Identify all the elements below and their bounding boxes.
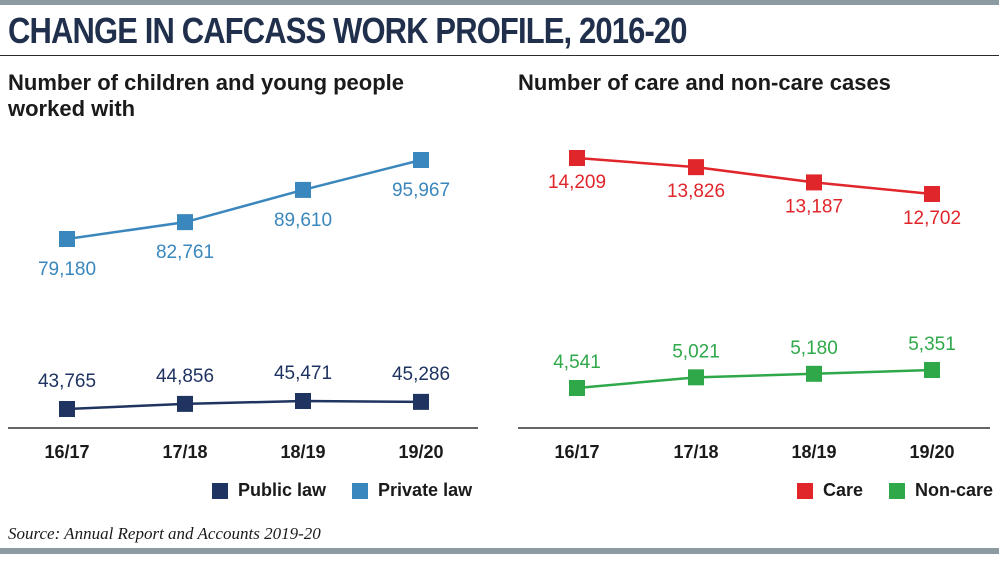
- data-label-public-law-3: 45,471: [274, 363, 332, 384]
- tick-label-19-20: 19/20: [398, 442, 443, 462]
- data-point-private-law-2: [177, 214, 193, 231]
- legend-item-non-care: Non-care: [889, 480, 993, 501]
- data-point-public-law-4: [413, 393, 429, 410]
- data-label-non-care-2: 5,021: [672, 341, 720, 362]
- legend-label-non-care: Non-care: [915, 480, 994, 500]
- data-point-non-care-2: [688, 369, 704, 386]
- source-note: Source: Annual Report and Accounts 2019-…: [8, 524, 321, 543]
- data-label-non-care-4: 5,351: [908, 334, 956, 355]
- series-line-public-law: [66, 399, 422, 411]
- series-line-private-law: [66, 158, 422, 241]
- data-label-public-law-2: 44,856: [156, 366, 214, 387]
- data-label-non-care-1: 4,541: [553, 352, 601, 373]
- legend-item-public-law: Public law: [212, 480, 326, 501]
- legend-label-private-law: Private law: [378, 480, 473, 500]
- tick-label-18-19: 18/19: [791, 442, 836, 462]
- data-point-public-law-1: [59, 401, 75, 417]
- data-label-private-law-1: 79,180: [38, 259, 96, 280]
- tick-label-16-17: 16/17: [554, 442, 599, 462]
- legend-left: Public law Private law: [212, 480, 472, 501]
- data-point-non-care-3: [806, 365, 822, 382]
- top-border: [0, 0, 999, 5]
- data-label-care-2: 13,826: [667, 181, 725, 202]
- tick-label-19-20: 19/20: [909, 442, 954, 462]
- tick-label-18-19: 18/19: [280, 442, 325, 462]
- series-line-care: [576, 156, 933, 196]
- tick-label-16-17: 16/17: [44, 442, 89, 462]
- data-point-non-care-4: [924, 362, 940, 378]
- legend-label-care: Care: [823, 480, 864, 500]
- data-label-private-law-3: 89,610: [274, 210, 332, 231]
- tick-label-17-18: 17/18: [162, 442, 207, 462]
- chart-right-title: Number of care and non-care cases: [518, 70, 891, 95]
- data-point-care-1: [569, 150, 585, 166]
- legend-swatch-private-law: [352, 482, 369, 499]
- series-line-non-care: [576, 368, 933, 390]
- data-label-care-3: 13,187: [785, 196, 843, 217]
- legend-swatch-public-law: [212, 482, 228, 499]
- page-title: CHANGE IN CAFCASS WORK PROFILE, 2016-20: [8, 10, 688, 51]
- data-label-private-law-4: 95,967: [392, 180, 450, 201]
- data-point-care-4: [924, 186, 940, 202]
- data-point-private-law-3: [295, 181, 311, 198]
- data-point-private-law-4: [413, 152, 429, 168]
- legend-swatch-care: [797, 482, 813, 499]
- data-label-non-care-3: 5,180: [790, 338, 838, 359]
- data-point-public-law-2: [177, 395, 193, 412]
- chart-left-title: Number of children and young people work…: [8, 70, 405, 121]
- data-label-care-1: 14,209: [548, 172, 606, 193]
- legend-swatch-non-care: [889, 482, 906, 499]
- data-label-private-law-2: 82,761: [156, 242, 214, 263]
- data-label-care-4: 12,702: [903, 208, 961, 229]
- legend-right: Care Non-care: [797, 480, 993, 501]
- data-point-care-3: [806, 174, 822, 191]
- tick-label-17-18: 17/18: [673, 442, 718, 462]
- data-label-public-law-1: 43,765: [38, 371, 96, 392]
- data-point-public-law-3: [295, 393, 311, 409]
- data-point-care-2: [688, 159, 704, 176]
- bottom-border: [0, 548, 999, 554]
- legend-item-care: Care: [797, 480, 863, 501]
- legend-label-public-law: Public law: [238, 480, 327, 500]
- data-point-private-law-1: [59, 231, 75, 247]
- data-point-non-care-1: [569, 380, 585, 396]
- legend-item-private-law: Private law: [352, 480, 472, 501]
- data-label-public-law-4: 45,286: [392, 364, 450, 385]
- title-divider: [0, 55, 999, 56]
